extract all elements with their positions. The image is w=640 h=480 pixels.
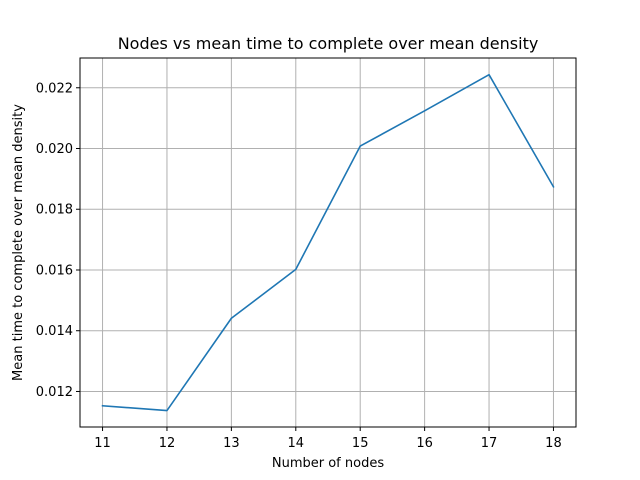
series-layer: [101, 73, 555, 412]
x-axis-ticks: 11 12 13 14 15 16 17 18: [94, 427, 562, 451]
x-tick-label: 11: [94, 436, 111, 451]
x-axis-label: Number of nodes: [272, 456, 384, 471]
x-tick-label: 18: [545, 436, 562, 451]
y-tick-label: 0.014: [36, 324, 73, 339]
series-line: [101, 73, 555, 412]
y-axis-ticks: 0.012 0.014 0.016 0.018 0.020 0.022: [36, 81, 80, 400]
y-axis-label: Mean time to complete over mean density: [11, 104, 26, 381]
x-tick-label: 15: [352, 436, 369, 451]
x-tick-label: 16: [416, 436, 433, 451]
y-tick-label: 0.018: [36, 203, 73, 218]
y-tick-label: 0.016: [36, 263, 73, 278]
y-tick-label: 0.020: [36, 142, 73, 157]
y-tick-label: 0.012: [36, 385, 73, 400]
plot-frame: [79, 57, 577, 428]
x-tick-label: 14: [288, 436, 305, 451]
y-tick-label: 0.022: [36, 81, 73, 96]
grid: [80, 58, 576, 427]
x-tick-label: 13: [223, 436, 240, 451]
chart-title: Nodes vs mean time to complete over mean…: [118, 34, 539, 53]
x-tick-label: 17: [481, 436, 498, 451]
x-tick-label: 12: [159, 436, 176, 451]
